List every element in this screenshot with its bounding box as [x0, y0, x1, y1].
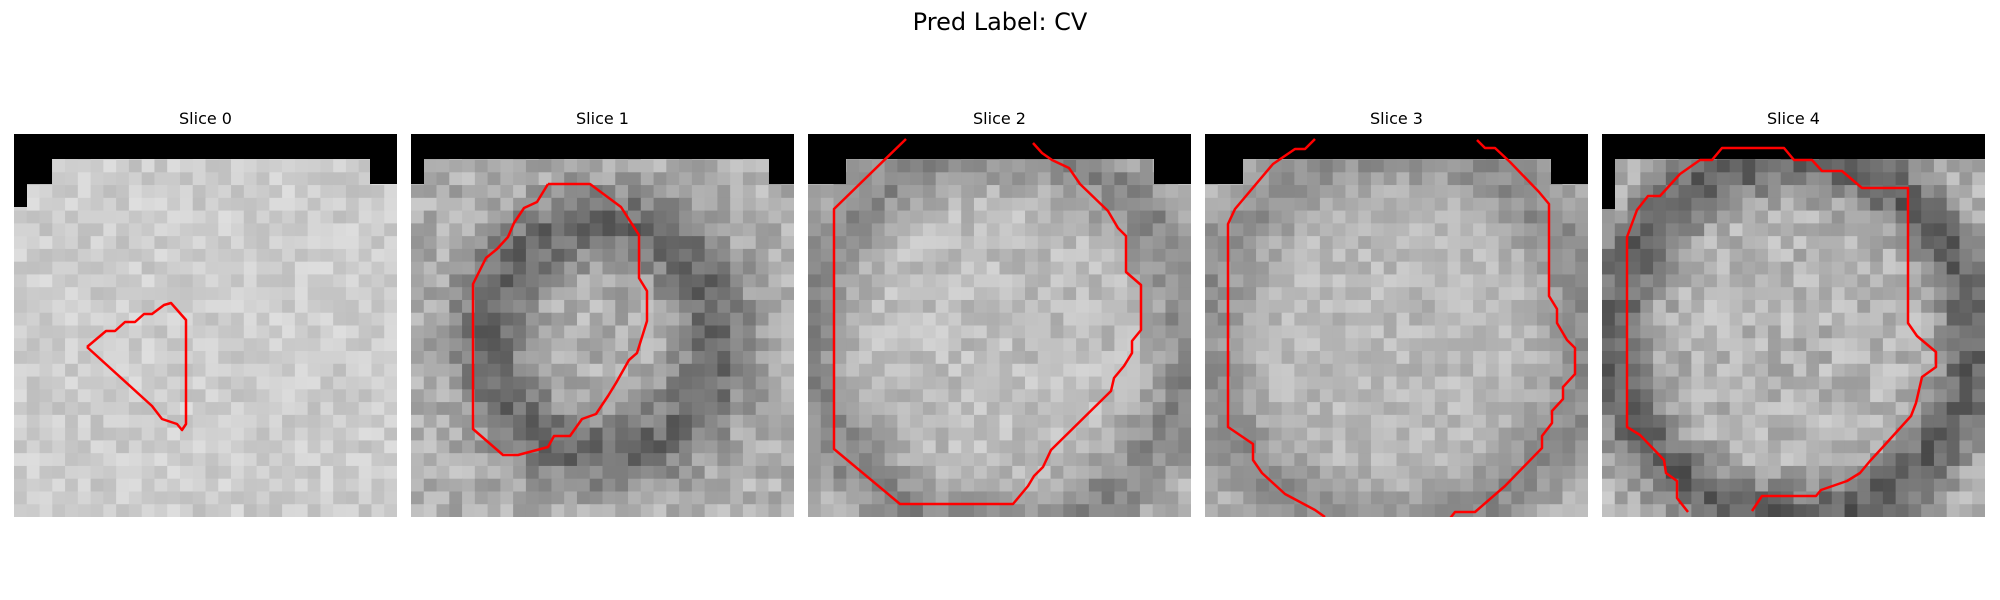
slice-4-mask	[1602, 134, 1985, 209]
slice-0-contour	[86, 301, 188, 432]
slice-1-image	[411, 134, 794, 517]
slice-0-image	[14, 134, 397, 517]
slice-2-image	[808, 134, 1191, 517]
slice-4-contour	[1625, 146, 1938, 513]
slice-2-title: Slice 2	[973, 109, 1026, 128]
slice-4-title: Slice 4	[1767, 109, 1820, 128]
slice-4-pixels	[1602, 134, 1985, 517]
slice-1-mask	[411, 134, 794, 184]
slice-1-title: Slice 1	[576, 109, 629, 128]
slice-3-title: Slice 3	[1370, 109, 1423, 128]
slice-1-pixels	[411, 134, 794, 517]
slice-2-mask	[808, 134, 1191, 184]
figure-title: Pred Label: CV	[912, 8, 1088, 36]
slice-0-title: Slice 0	[179, 109, 232, 128]
slice-0-mask	[14, 134, 397, 207]
slice-2-pixels	[808, 134, 1191, 517]
slice-3-image	[1205, 134, 1588, 517]
slice-3-contour	[1226, 138, 1326, 517]
slice-3-mask	[1205, 134, 1588, 184]
slice-1-contour	[471, 182, 649, 457]
slice-4-image	[1602, 134, 1985, 517]
slice-2-contour	[832, 138, 1143, 506]
slice-0-pixels	[14, 134, 397, 517]
slice-3-contour-right	[1449, 139, 1577, 517]
